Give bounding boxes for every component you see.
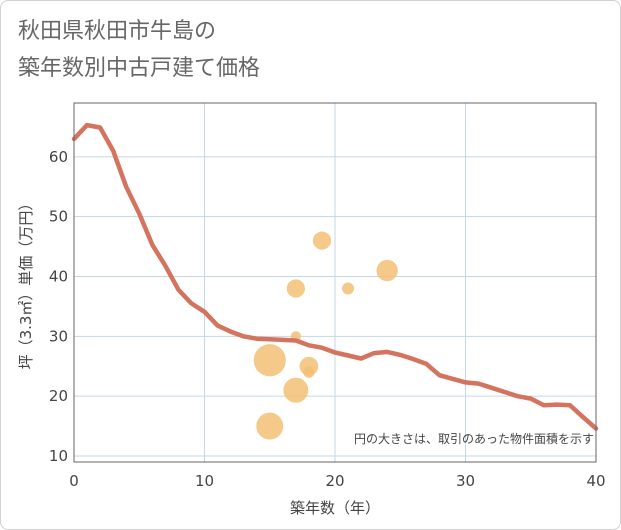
y-tick-label: 30 [49,327,68,345]
bubble-point [256,412,284,440]
plot-frame [73,102,597,463]
x-tick-label: 20 [325,472,344,490]
x-tick-labels: 0 10 20 30 40 [69,472,605,490]
chart-title: 秋田県秋田市牛島の 築年数別中古戸建て価格 [18,13,260,87]
bubble-point [253,344,286,377]
trend-line [71,122,599,431]
trend-line-series [71,122,599,431]
bubble-point [376,259,398,282]
chart-title-line-2: 築年数別中古戸建て価格 [18,56,261,81]
x-tick-label: 40 [586,472,605,490]
size-note: 円の大きさは、取引のあった物件面積を示す [354,431,594,446]
y-tick-label: 60 [49,148,68,166]
y-tick-label: 10 [49,447,68,465]
x-tick-label: 0 [69,472,79,490]
bubble-series [253,231,398,440]
y-axis-label: 坪（3.3㎡）単価（万円） [17,196,35,370]
bubble-point [286,279,305,298]
y-tick-label: 50 [49,208,68,226]
y-tick-label: 20 [49,387,68,405]
y-tick-labels: 10 20 30 40 50 60 [49,148,68,465]
y-tick-label: 40 [49,268,68,286]
bubble-point [312,231,332,250]
bubble-point [342,282,355,295]
bubble-point [303,366,315,378]
chart-title-line-1: 秋田県秋田市牛島の [18,19,217,44]
x-tick-label: 30 [456,472,475,490]
x-axis-label: 築年数（年） [290,499,380,517]
bubble-point [283,377,309,403]
x-tick-label: 10 [195,472,214,490]
grid-lines [74,103,596,462]
